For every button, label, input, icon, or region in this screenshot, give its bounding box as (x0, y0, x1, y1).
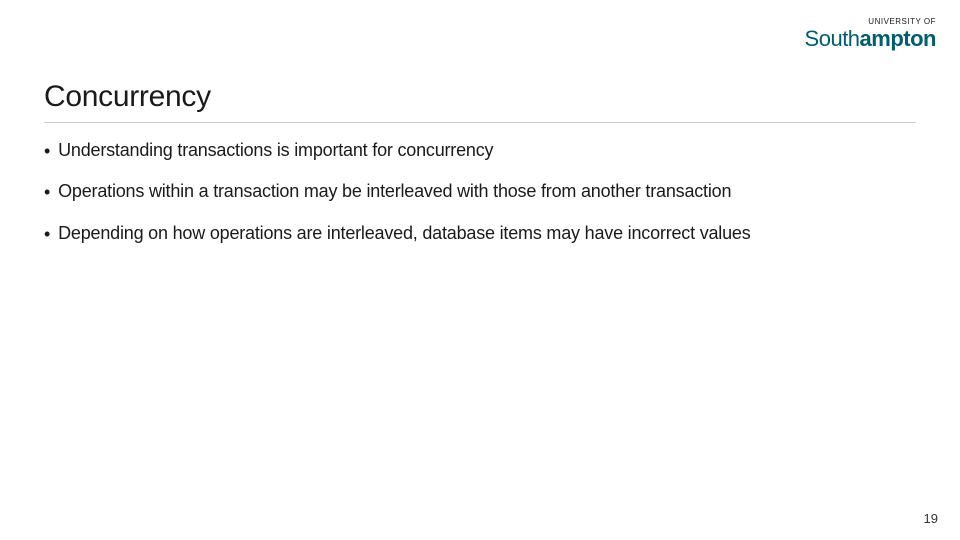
bullet-item: • Understanding transactions is importan… (44, 138, 916, 163)
bullet-marker-icon: • (44, 180, 50, 204)
logo-prefix: South (805, 26, 860, 51)
title-underline (44, 122, 916, 123)
university-logo: UNIVERSITY OF Southampton (805, 18, 936, 50)
bullet-marker-icon: • (44, 139, 50, 163)
slide-content: • Understanding transactions is importan… (44, 138, 916, 262)
logo-bold: ampton (860, 26, 936, 51)
logo-main-text: Southampton (805, 28, 936, 50)
bullet-text: Depending on how operations are interlea… (58, 221, 916, 245)
bullet-text: Operations within a transaction may be i… (58, 179, 916, 203)
bullet-item: • Depending on how operations are interl… (44, 221, 916, 246)
bullet-text: Understanding transactions is important … (58, 138, 916, 162)
bullet-item: • Operations within a transaction may be… (44, 179, 916, 204)
slide: UNIVERSITY OF Southampton Concurrency • … (0, 0, 960, 540)
page-number: 19 (924, 511, 938, 526)
bullet-marker-icon: • (44, 222, 50, 246)
slide-title: Concurrency (44, 80, 211, 114)
logo-top-text: UNIVERSITY OF (805, 18, 936, 26)
